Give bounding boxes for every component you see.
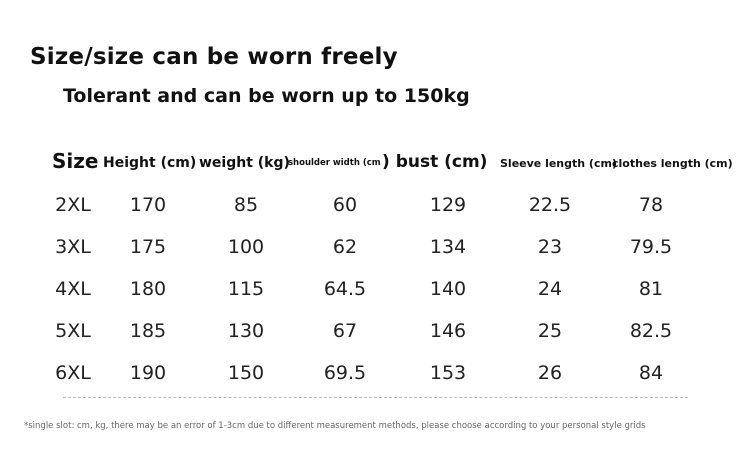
cell-clothes: 78 xyxy=(638,194,664,216)
cell-weight: 150 xyxy=(227,362,265,384)
cell-bust: 146 xyxy=(429,320,467,342)
table-row: 6XL 190 150 69.5 153 26 84 xyxy=(0,362,750,392)
cell-shoulder: 60 xyxy=(332,194,358,216)
cell-clothes: 81 xyxy=(638,278,664,300)
cell-bust: 134 xyxy=(429,236,467,258)
cell-shoulder: 62 xyxy=(332,236,358,258)
cell-size: 4XL xyxy=(55,278,91,300)
cell-weight: 115 xyxy=(227,278,265,300)
cell-sleeve: 25 xyxy=(537,320,563,342)
cell-height: 185 xyxy=(129,320,167,342)
cell-size: 6XL xyxy=(55,362,91,384)
cell-shoulder: 64.5 xyxy=(323,278,367,300)
footnote: *single slot: cm, kg, there may be an er… xyxy=(24,421,646,431)
page-title: Size/size can be worn freely xyxy=(30,44,398,70)
header-bust: ) bust (cm) xyxy=(382,152,488,172)
cell-sleeve: 22.5 xyxy=(528,194,572,216)
cell-bust: 129 xyxy=(429,194,467,216)
header-height: Height (cm) xyxy=(103,155,197,171)
cell-size: 5XL xyxy=(55,320,91,342)
header-clothes-length: clothes length (cm) xyxy=(612,157,733,170)
cell-bust: 140 xyxy=(429,278,467,300)
table-row: 3XL 175 100 62 134 23 79.5 xyxy=(0,236,750,266)
cell-sleeve: 24 xyxy=(537,278,563,300)
divider xyxy=(63,397,688,398)
cell-size: 3XL xyxy=(55,236,91,258)
cell-height: 175 xyxy=(129,236,167,258)
header-sleeve-length: Sleeve length (cm) xyxy=(500,157,617,170)
cell-height: 170 xyxy=(129,194,167,216)
cell-shoulder: 67 xyxy=(332,320,358,342)
cell-size: 2XL xyxy=(55,194,91,216)
cell-bust: 153 xyxy=(429,362,467,384)
cell-weight: 85 xyxy=(233,194,259,216)
cell-shoulder: 69.5 xyxy=(323,362,367,384)
cell-clothes: 79.5 xyxy=(629,236,673,258)
cell-clothes: 84 xyxy=(638,362,664,384)
header-size: Size xyxy=(52,149,99,173)
page-subtitle: Tolerant and can be worn up to 150kg xyxy=(63,85,470,107)
cell-height: 190 xyxy=(129,362,167,384)
cell-height: 180 xyxy=(129,278,167,300)
table-row: 4XL 180 115 64.5 140 24 81 xyxy=(0,278,750,308)
table-row: 5XL 185 130 67 146 25 82.5 xyxy=(0,320,750,350)
cell-sleeve: 26 xyxy=(537,362,563,384)
table-row: 2XL 170 85 60 129 22.5 78 xyxy=(0,194,750,224)
header-weight: weight (kg) xyxy=(199,155,290,171)
cell-sleeve: 23 xyxy=(537,236,563,258)
cell-clothes: 82.5 xyxy=(629,320,673,342)
cell-weight: 100 xyxy=(227,236,265,258)
cell-weight: 130 xyxy=(227,320,265,342)
header-shoulder-width: shoulder width (cm xyxy=(288,158,381,168)
